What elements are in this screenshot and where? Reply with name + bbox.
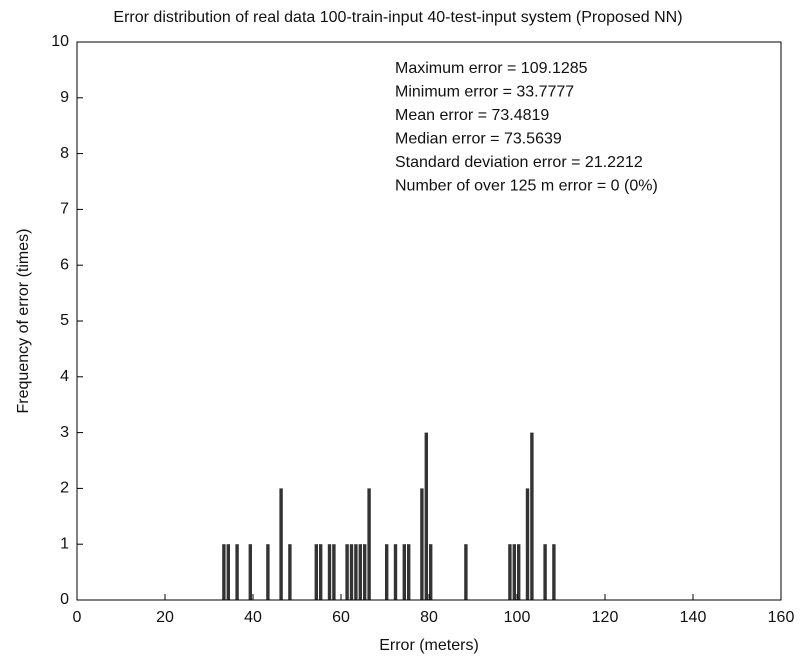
bar xyxy=(222,544,226,600)
bar xyxy=(358,544,362,600)
y-tick-label: 4 xyxy=(60,368,69,385)
bar xyxy=(327,544,332,600)
bar xyxy=(367,488,371,600)
bar xyxy=(288,544,292,600)
y-tick-label: 1 xyxy=(60,535,69,552)
y-tick-label: 2 xyxy=(60,480,69,497)
chart-title: Error distribution of real data 100-trai… xyxy=(113,9,682,26)
bar xyxy=(266,544,270,600)
x-tick-label: 60 xyxy=(332,609,350,626)
y-tick-label: 9 xyxy=(60,89,69,106)
x-tick-label: 80 xyxy=(420,609,438,626)
annotation: Minimum error = 33.7777 xyxy=(395,84,574,101)
y-tick-label: 3 xyxy=(60,424,69,441)
bar xyxy=(420,488,424,600)
bar xyxy=(517,544,521,600)
bar xyxy=(319,544,323,600)
bar xyxy=(402,544,406,600)
bar xyxy=(235,544,239,600)
bar xyxy=(354,544,358,600)
bar xyxy=(345,544,349,600)
bar xyxy=(332,544,336,600)
x-tick-label: 120 xyxy=(592,609,619,626)
bar xyxy=(226,544,230,600)
bar xyxy=(393,544,398,600)
y-axis-label: Frequency of error (times) xyxy=(15,229,32,414)
annotation: Median error = 73.5639 xyxy=(395,131,562,148)
x-tick-label: 0 xyxy=(73,609,82,626)
x-tick-label: 20 xyxy=(156,609,174,626)
annotation: Maximum error = 109.1285 xyxy=(395,60,588,77)
bar xyxy=(525,488,530,600)
bar xyxy=(279,488,283,600)
bar xyxy=(464,544,468,600)
bar xyxy=(248,544,252,600)
x-tick-label: 40 xyxy=(244,609,262,626)
bar xyxy=(349,544,354,600)
y-tick-label: 6 xyxy=(60,256,69,273)
x-tick-label: 140 xyxy=(680,609,707,626)
bar xyxy=(543,544,547,600)
bar xyxy=(508,544,512,600)
y-tick-label: 10 xyxy=(51,33,69,50)
bar xyxy=(552,544,556,600)
y-tick-label: 7 xyxy=(60,201,69,218)
bar xyxy=(424,432,428,600)
bar xyxy=(363,544,367,600)
x-tick-label: 160 xyxy=(768,609,795,626)
x-axis-label: Error (meters) xyxy=(379,637,479,654)
y-tick-label: 0 xyxy=(60,591,69,608)
annotation: Standard deviation error = 21.2212 xyxy=(395,154,643,171)
annotation: Mean error = 73.4819 xyxy=(395,107,549,124)
y-tick-label: 8 xyxy=(60,145,69,162)
bar xyxy=(385,544,389,600)
bar xyxy=(429,544,433,600)
x-tick-label: 100 xyxy=(504,609,531,626)
y-tick-label: 5 xyxy=(60,312,69,329)
annotation: Number of over 125 m error = 0 (0%) xyxy=(395,178,658,195)
bar xyxy=(512,544,516,600)
bar xyxy=(407,544,411,600)
bar xyxy=(314,544,318,600)
bar xyxy=(530,432,534,600)
